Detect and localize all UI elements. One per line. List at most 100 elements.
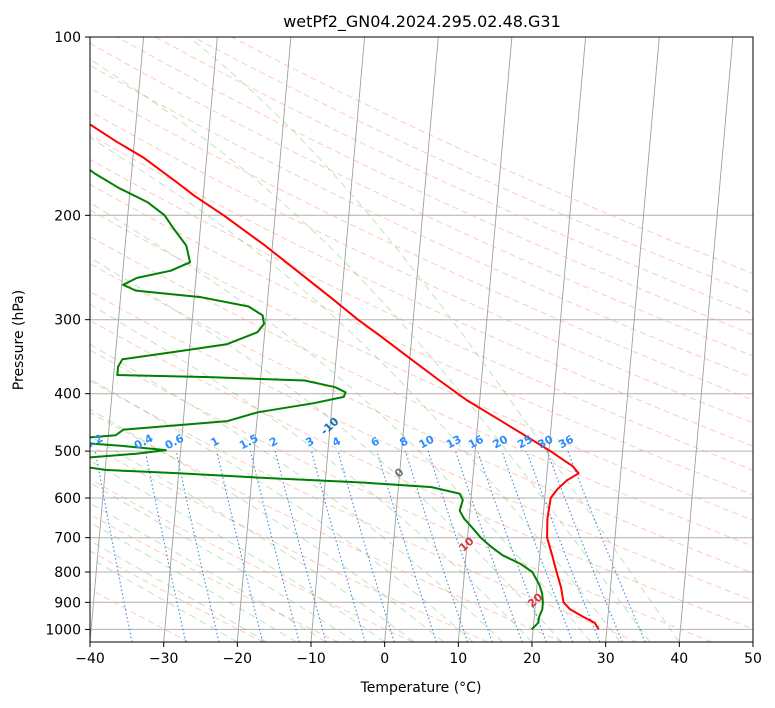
- y-tick-label: 800: [54, 565, 81, 581]
- dry-adiabat: [154, 37, 753, 315]
- mixing-ratio-label: 13: [444, 433, 464, 452]
- mixing-ratio-line: [216, 450, 264, 642]
- mixing-ratio-line: [274, 450, 327, 642]
- dry-adiabats: [90, 37, 753, 642]
- y-axis-label: Pressure (hPa): [11, 290, 27, 390]
- dry-adiabat: [90, 319, 753, 630]
- isotherm: [531, 37, 587, 642]
- y-tick-label: 600: [54, 491, 81, 507]
- dry-adiabat: [90, 134, 753, 447]
- sounding-profiles: [90, 123, 600, 631]
- mixing-ratio-label: 30: [536, 433, 556, 452]
- moist-adiabat: [90, 435, 415, 642]
- mixing-ratio-lines: [94, 450, 646, 642]
- y-axis-ticks: 100 200 300 400 500 600 700 800 900 1000: [45, 30, 90, 638]
- mixing-ratio-label: 10: [417, 433, 437, 452]
- x-tick-label: 40: [670, 651, 688, 667]
- dry-adiabat: [90, 42, 753, 357]
- x-axis-label: Temperature (°C): [360, 680, 482, 696]
- dry-adiabat: [90, 411, 563, 642]
- moist-adiabat: [90, 303, 533, 642]
- mixing-ratio-line: [501, 450, 574, 642]
- moist-adiabat: [90, 502, 326, 642]
- isotherm: [605, 37, 660, 642]
- pressure-gridlines: [90, 37, 753, 630]
- x-tick-label: 30: [597, 651, 615, 667]
- x-tick-label: −30: [149, 651, 179, 667]
- dry-adiabat: [90, 444, 488, 642]
- isotherm: [163, 37, 218, 642]
- mixing-ratio-label: 8: [397, 434, 410, 449]
- mixing-ratio-line: [477, 450, 547, 642]
- dry-adiabat: [90, 183, 753, 496]
- x-tick-label: −20: [223, 651, 253, 667]
- isotherm: [384, 37, 439, 642]
- y-tick-label: 400: [54, 387, 81, 403]
- mixing-ratio-line: [567, 450, 646, 642]
- y-tick-label: 300: [54, 313, 81, 329]
- moist-adiabat: [90, 482, 356, 642]
- mixing-ratio-line: [404, 450, 469, 642]
- moist-adiabat: [90, 521, 297, 642]
- y-tick-label: 100: [54, 30, 81, 46]
- moist-adiabat: [90, 136, 621, 642]
- dry-adiabat: [90, 349, 712, 642]
- dry-adiabat: [90, 550, 264, 642]
- mixing-ratio-label: 16: [466, 433, 486, 452]
- mixing-ratio-line: [310, 450, 366, 642]
- mixing-ratio-line: [337, 450, 395, 642]
- isotherms: [90, 37, 753, 642]
- moist-adiabats: [90, 37, 680, 642]
- mixing-ratio-label: 1: [209, 434, 222, 449]
- mixing-ratio-line: [175, 450, 220, 642]
- x-tick-label: 20: [523, 651, 541, 667]
- dry-adiabat: [90, 513, 339, 642]
- x-tick-label: −10: [296, 651, 326, 667]
- mixing-ratio-label: 0.2: [82, 432, 105, 453]
- moist-adiabat: [188, 37, 680, 642]
- y-tick-label: 1000: [45, 622, 81, 638]
- y-tick-label: 900: [54, 595, 81, 611]
- y-tick-label: 200: [54, 208, 81, 224]
- y-tick-label: 700: [54, 531, 81, 547]
- mixing-ratio-labels: 0.2 0.4 0.6 1 1.5 2 3 4 6 8 10 13 16 20 25 30 36: [82, 432, 576, 453]
- dry-adiabat: [116, 37, 753, 336]
- moist-adiabat: [90, 408, 444, 642]
- x-tick-label: −40: [75, 651, 105, 667]
- dry-adiabat: [90, 158, 753, 471]
- mixing-ratio-line: [427, 450, 493, 642]
- isotherm: [457, 37, 513, 642]
- dry-adiabat: [231, 37, 753, 275]
- dry-adiabat: [90, 478, 414, 642]
- mixing-ratio-line: [526, 450, 601, 642]
- mixing-ratio-label: 1.5: [237, 432, 260, 453]
- mixing-ratio-line: [454, 450, 523, 642]
- isotherm: [236, 37, 292, 642]
- mixing-ratio-line: [144, 450, 187, 642]
- isotherm: [310, 37, 366, 642]
- isotherm-label: 0: [392, 465, 407, 480]
- mixing-ratio-label: 20: [490, 433, 510, 452]
- moist-adiabat: [90, 557, 238, 642]
- dry-adiabat: [90, 64, 753, 379]
- plot-frame: [89, 36, 754, 643]
- isotherm-label: -10: [318, 415, 342, 438]
- moist-adiabat: [90, 460, 385, 642]
- dry-adiabat: [90, 209, 753, 521]
- dry-adiabat: [90, 87, 753, 401]
- moist-adiabat: [90, 540, 268, 642]
- mixing-ratio-label: 25: [515, 433, 535, 452]
- mixing-ratio-line: [249, 450, 300, 642]
- moist-adiabat: [90, 256, 562, 642]
- dewpoint-profile: [90, 168, 544, 631]
- mixing-ratio-label: 6: [369, 434, 382, 449]
- mixing-ratio-label: 2: [267, 434, 280, 449]
- mixing-ratio-label: 36: [556, 433, 576, 452]
- x-axis-ticks: −40 −30 −20 −10 0 10 20 30 40 50: [75, 642, 762, 667]
- dry-adiabat: [90, 291, 753, 602]
- mixing-ratio-line: [546, 450, 623, 642]
- isotherm: [90, 37, 145, 642]
- mixing-ratio-label: 4: [330, 434, 343, 449]
